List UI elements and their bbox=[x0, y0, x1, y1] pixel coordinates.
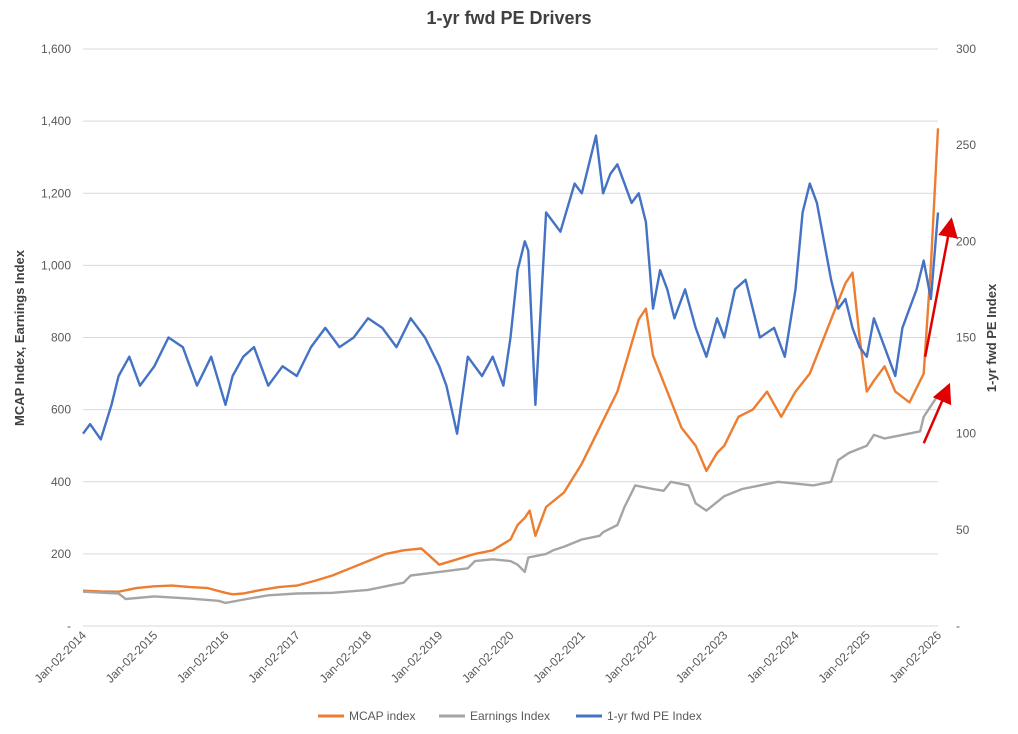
y-left-tick-label: 400 bbox=[51, 475, 71, 489]
y-right-tick-label: 300 bbox=[956, 42, 976, 56]
y-left-tick-label: 1,600 bbox=[41, 42, 71, 56]
series-line-earnings-index bbox=[82, 394, 940, 605]
legend-label-1-yr-fwd-pe-index: 1-yr fwd PE Index bbox=[607, 709, 702, 723]
series-line-mcap-index bbox=[82, 128, 940, 596]
y-right-tick-label: 100 bbox=[956, 427, 976, 441]
y-right-tick-label: 250 bbox=[956, 138, 976, 152]
annotation-arrow-2 bbox=[922, 382, 952, 444]
legend-label-earnings-index: Earnings Index bbox=[470, 709, 550, 723]
y-left-tick-label: 1,200 bbox=[41, 186, 71, 200]
y-axis-left-ticks: - 200 400 600 800 1,000 1,200 1,400 1,600 bbox=[41, 42, 71, 633]
legend-label-mcap-index: MCAP index bbox=[349, 709, 415, 723]
annotation-arrow-1 bbox=[923, 217, 958, 357]
y-right-tick-label: 50 bbox=[956, 523, 970, 537]
y-left-tick-label: 600 bbox=[51, 403, 71, 417]
y-right-tick-label: - bbox=[956, 619, 960, 633]
annotation-arrows bbox=[922, 217, 958, 444]
y-left-tick-label: 1,000 bbox=[41, 258, 71, 272]
y-axis-right-label: 1-yr fwd PE Index bbox=[984, 283, 999, 392]
y-left-tick-label: - bbox=[67, 619, 71, 633]
y-axis-left-label: MCAP Index, Earnings Index bbox=[12, 249, 27, 426]
y-axis-right-ticks: - 50 100 150 200 250 300 bbox=[956, 42, 976, 633]
series-layer bbox=[82, 128, 940, 605]
y-right-tick-label: 150 bbox=[956, 331, 976, 345]
y-right-tick-label: 200 bbox=[956, 234, 976, 248]
y-left-tick-label: 800 bbox=[51, 331, 71, 345]
chart-title: 1-yr fwd PE Drivers bbox=[426, 8, 591, 28]
y-left-tick-label: 200 bbox=[51, 547, 71, 561]
y-left-tick-label: 1,400 bbox=[41, 114, 71, 128]
legend: MCAP index Earnings Index 1-yr fwd PE Inde… bbox=[318, 709, 702, 723]
series-line-1-yr-fwd-pe-index bbox=[82, 134, 940, 441]
